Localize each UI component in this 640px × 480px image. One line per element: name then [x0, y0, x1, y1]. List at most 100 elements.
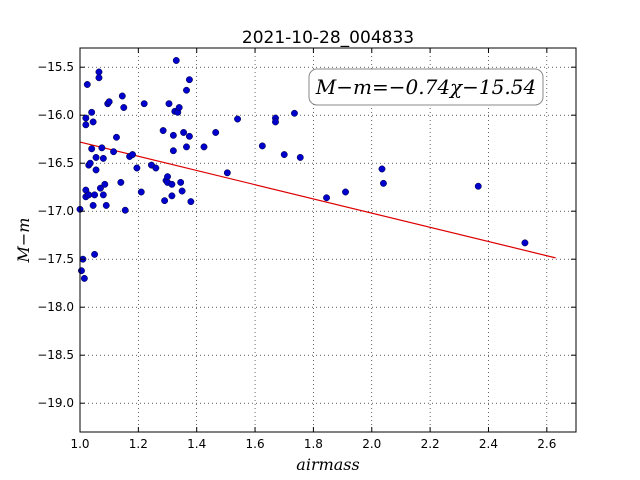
data-point — [164, 173, 171, 181]
data-point — [78, 267, 85, 275]
x-tick-label: 2.6 — [537, 437, 556, 451]
data-point — [323, 194, 330, 202]
plot-frame — [79, 47, 577, 433]
data-point — [86, 159, 94, 167]
y-tick-label: −16.0 — [37, 108, 74, 122]
data-point — [83, 81, 91, 88]
data-point — [91, 250, 99, 258]
legend-frame — [308, 68, 544, 106]
data-point — [169, 147, 177, 155]
data-point — [168, 192, 176, 200]
data-point — [85, 191, 93, 199]
axis-ticks — [79, 48, 576, 432]
data-point — [212, 129, 220, 136]
data-point — [296, 153, 304, 161]
x-tick-label: 1.2 — [129, 437, 148, 451]
data-point — [172, 57, 180, 64]
data-point — [280, 151, 288, 159]
data-point — [185, 76, 193, 84]
data-point — [379, 179, 387, 187]
data-point — [95, 68, 103, 76]
y-tick-label: −19.0 — [37, 396, 74, 410]
fit-line — [79, 141, 556, 259]
data-point — [117, 178, 125, 186]
data-point — [183, 143, 190, 151]
data-point — [88, 145, 96, 153]
data-point — [152, 164, 160, 172]
data-point — [137, 188, 145, 196]
y-tick-label: −15.5 — [37, 60, 74, 74]
data-point — [168, 180, 176, 188]
data-point — [474, 182, 482, 190]
data-point — [92, 153, 100, 161]
x-tick-label: 1.0 — [70, 437, 89, 451]
data-point — [234, 115, 242, 123]
data-point — [95, 74, 103, 82]
data-point — [88, 108, 96, 116]
data-point — [82, 114, 90, 122]
legend-box: M−m=−0.74χ−15.54 — [308, 68, 544, 106]
data-point — [120, 104, 128, 111]
fit-layer — [79, 141, 556, 259]
y-tick-label: −18.5 — [37, 348, 74, 362]
data-point — [521, 239, 529, 247]
data-point — [101, 180, 109, 188]
data-point — [200, 143, 208, 151]
data-point — [89, 118, 97, 126]
data-point — [290, 109, 298, 117]
data-point — [378, 165, 386, 173]
data-point — [82, 121, 90, 129]
data-point — [180, 129, 188, 136]
x-tick-label: 2.0 — [362, 437, 381, 451]
data-point — [99, 154, 107, 162]
data-point — [175, 104, 183, 111]
data-point — [165, 100, 173, 108]
y-tick-label: −17.5 — [37, 252, 74, 266]
x-tick-labels: 1.0 1.2 1.4 1.6 1.8 2.0 2.2 2.4 2.6 — [70, 437, 556, 451]
data-point — [98, 144, 106, 152]
points-layer — [76, 57, 529, 282]
y-tick-label: −18.0 — [37, 300, 74, 314]
x-tick-label: 1.4 — [187, 437, 206, 451]
data-point — [187, 198, 195, 206]
x-tick-label: 1.6 — [246, 437, 265, 451]
data-point — [342, 188, 349, 196]
chart-title: 2021-10-28_004833 — [242, 28, 414, 48]
data-point — [178, 187, 186, 195]
data-point — [80, 274, 88, 282]
fit-equation-annotation: M−m=−0.74χ−15.54 — [315, 75, 536, 99]
data-point — [161, 197, 169, 205]
x-axis-label: airmass — [296, 455, 359, 474]
data-point — [133, 164, 141, 172]
data-point — [110, 148, 118, 156]
data-point — [177, 178, 185, 186]
data-point — [96, 184, 104, 192]
data-point — [118, 92, 126, 100]
data-point — [91, 191, 99, 199]
data-point — [185, 132, 193, 140]
data-point — [102, 201, 110, 209]
x-tick-label: 2.4 — [479, 437, 498, 451]
data-point — [223, 169, 231, 177]
data-point — [258, 142, 266, 150]
y-axis-label: M−m — [14, 218, 33, 264]
y-tick-label: −16.5 — [37, 156, 74, 170]
y-tick-label: −17.0 — [37, 204, 74, 218]
data-point — [121, 206, 129, 214]
data-point — [113, 133, 120, 141]
plot-area — [80, 48, 576, 432]
data-point — [272, 118, 279, 126]
data-point — [129, 151, 136, 159]
data-point — [99, 191, 107, 199]
x-tick-label: 1.8 — [304, 437, 323, 451]
data-point — [92, 166, 100, 174]
data-point — [183, 86, 190, 94]
data-point — [140, 100, 148, 108]
x-tick-label: 2.2 — [421, 437, 440, 451]
data-point — [169, 131, 177, 139]
grid — [80, 48, 576, 432]
data-point — [159, 127, 167, 135]
data-point — [89, 201, 97, 209]
data-point — [105, 98, 113, 106]
